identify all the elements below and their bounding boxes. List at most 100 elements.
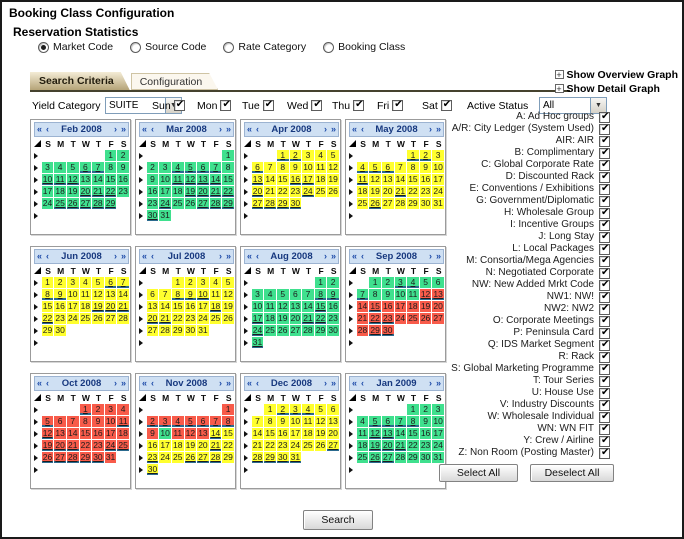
calendar-day[interactable]: 1 bbox=[171, 277, 184, 288]
calendar-day[interactable]: 2 bbox=[117, 150, 129, 161]
calendar-day[interactable]: 25 bbox=[264, 325, 276, 336]
calendar-day[interactable]: 15 bbox=[314, 301, 327, 312]
calendar-day[interactable]: 17 bbox=[41, 186, 54, 197]
week-select-arrow-icon[interactable] bbox=[138, 325, 147, 337]
calendar-day[interactable]: 8 bbox=[222, 162, 234, 173]
select-all-days-arrow-icon[interactable] bbox=[138, 392, 147, 404]
calendar-day[interactable]: 7 bbox=[66, 416, 79, 427]
calendar-day[interactable]: 3 bbox=[104, 404, 117, 415]
calendar-day[interactable]: 22 bbox=[222, 440, 234, 451]
market-code-checkbox[interactable] bbox=[599, 159, 610, 171]
week-select-arrow-icon[interactable] bbox=[33, 150, 42, 162]
calendar-day[interactable]: 30 bbox=[146, 464, 159, 475]
calendar-day[interactable]: 28 bbox=[209, 452, 222, 463]
calendar-day[interactable]: 7 bbox=[117, 277, 129, 288]
calendar-day[interactable]: 20 bbox=[381, 440, 394, 451]
calendar-day[interactable]: 26 bbox=[41, 452, 54, 463]
calendar-day[interactable]: 25 bbox=[171, 198, 184, 209]
calendar-day[interactable]: 12 bbox=[222, 289, 234, 300]
calendar-day[interactable]: 8 bbox=[314, 289, 327, 300]
calendar-day[interactable]: 3 bbox=[432, 150, 444, 161]
prev-year-icon[interactable]: « bbox=[37, 378, 43, 388]
calendar-day[interactable]: 11 bbox=[356, 174, 369, 185]
market-code-checkbox[interactable] bbox=[599, 387, 610, 399]
calendar-day[interactable]: 18 bbox=[302, 428, 314, 439]
prev-year-icon[interactable]: « bbox=[37, 251, 43, 261]
market-code-checkbox[interactable] bbox=[599, 195, 610, 207]
calendar-day[interactable]: 21 bbox=[117, 301, 129, 312]
calendar-day[interactable]: 12 bbox=[92, 289, 104, 300]
calendar-day[interactable]: 14 bbox=[117, 289, 129, 300]
calendar-day[interactable]: 26 bbox=[184, 452, 197, 463]
calendar-day[interactable]: 2 bbox=[146, 162, 159, 173]
calendar-day[interactable]: 14 bbox=[356, 301, 369, 312]
calendar-day[interactable]: 16 bbox=[276, 428, 289, 439]
calendar-day[interactable]: 16 bbox=[419, 428, 432, 439]
calendar-day[interactable]: 12 bbox=[41, 428, 54, 439]
calendar-day[interactable]: 19 bbox=[276, 313, 289, 324]
calendar-day[interactable]: 4 bbox=[117, 404, 129, 415]
week-select-arrow-icon[interactable] bbox=[243, 404, 252, 416]
calendar-day[interactable]: 23 bbox=[327, 313, 339, 324]
calendar-day[interactable]: 22 bbox=[41, 313, 54, 324]
calendar-day[interactable]: 10 bbox=[289, 416, 302, 427]
calendar-day[interactable]: 20 bbox=[251, 186, 264, 197]
calendar-day[interactable]: 25 bbox=[79, 313, 92, 324]
calendar-day[interactable]: 5 bbox=[184, 162, 197, 173]
calendar-day[interactable]: 23 bbox=[117, 186, 129, 197]
calendar-day[interactable]: 15 bbox=[79, 428, 92, 439]
calendar-day[interactable]: 2 bbox=[327, 277, 339, 288]
week-select-arrow-icon[interactable] bbox=[138, 440, 147, 452]
week-select-arrow-icon[interactable] bbox=[243, 174, 252, 186]
calendar-day[interactable]: 3 bbox=[197, 277, 209, 288]
chevron-down-icon[interactable]: ▼ bbox=[590, 98, 606, 113]
calendar-day[interactable]: 8 bbox=[104, 162, 117, 173]
calendar-day[interactable]: 24 bbox=[41, 198, 54, 209]
week-select-arrow-icon[interactable] bbox=[348, 289, 357, 301]
calendar-day[interactable]: 6 bbox=[327, 404, 339, 415]
calendar-day[interactable]: 28 bbox=[394, 198, 407, 209]
week-select-arrow-icon[interactable] bbox=[33, 277, 42, 289]
calendar-day[interactable]: 19 bbox=[184, 440, 197, 451]
prev-year-icon[interactable]: « bbox=[247, 124, 253, 134]
week-select-arrow-icon[interactable] bbox=[348, 277, 357, 289]
calendar-day[interactable]: 16 bbox=[54, 301, 66, 312]
calendar-day[interactable]: 14 bbox=[264, 174, 276, 185]
calendar-day[interactable]: 14 bbox=[302, 301, 314, 312]
week-select-arrow-icon[interactable] bbox=[138, 210, 147, 222]
calendar-day[interactable]: 22 bbox=[407, 186, 419, 197]
calendar-day[interactable]: 29 bbox=[79, 452, 92, 463]
calendar-day[interactable]: 15 bbox=[104, 174, 117, 185]
market-code-checkbox[interactable] bbox=[599, 123, 610, 135]
calendar-day[interactable]: 4 bbox=[54, 162, 66, 173]
calendar-day[interactable]: 11 bbox=[302, 416, 314, 427]
calendar-day[interactable]: 4 bbox=[79, 277, 92, 288]
calendar-day[interactable]: 12 bbox=[369, 174, 381, 185]
prev-month-icon[interactable]: ‹ bbox=[256, 378, 260, 388]
week-select-arrow-icon[interactable] bbox=[348, 452, 357, 464]
week-select-arrow-icon[interactable] bbox=[348, 337, 357, 349]
week-select-arrow-icon[interactable] bbox=[243, 464, 252, 476]
calendar-day[interactable]: 29 bbox=[369, 325, 381, 336]
calendar-day[interactable]: 23 bbox=[54, 313, 66, 324]
calendar-day[interactable]: 15 bbox=[407, 174, 419, 185]
week-select-arrow-icon[interactable] bbox=[138, 174, 147, 186]
calendar-day[interactable]: 11 bbox=[356, 428, 369, 439]
week-select-arrow-icon[interactable] bbox=[138, 452, 147, 464]
calendar-day[interactable]: 9 bbox=[92, 416, 104, 427]
week-select-arrow-icon[interactable] bbox=[33, 210, 42, 222]
week-select-arrow-icon[interactable] bbox=[138, 313, 147, 325]
prev-month-icon[interactable]: ‹ bbox=[151, 124, 155, 134]
market-code-checkbox[interactable] bbox=[599, 147, 610, 159]
calendar-day[interactable]: 23 bbox=[381, 313, 394, 324]
calendar-day[interactable]: 9 bbox=[184, 289, 197, 300]
calendar-day[interactable]: 30 bbox=[419, 198, 432, 209]
week-select-arrow-icon[interactable] bbox=[138, 162, 147, 174]
calendar-day[interactable]: 18 bbox=[356, 440, 369, 451]
calendar-day[interactable]: 11 bbox=[171, 428, 184, 439]
calendar-day[interactable]: 29 bbox=[407, 452, 419, 463]
next-year-icon[interactable]: » bbox=[435, 124, 441, 134]
calendar-day[interactable]: 8 bbox=[407, 162, 419, 173]
calendar-day[interactable]: 30 bbox=[276, 452, 289, 463]
calendar-day[interactable]: 25 bbox=[356, 198, 369, 209]
